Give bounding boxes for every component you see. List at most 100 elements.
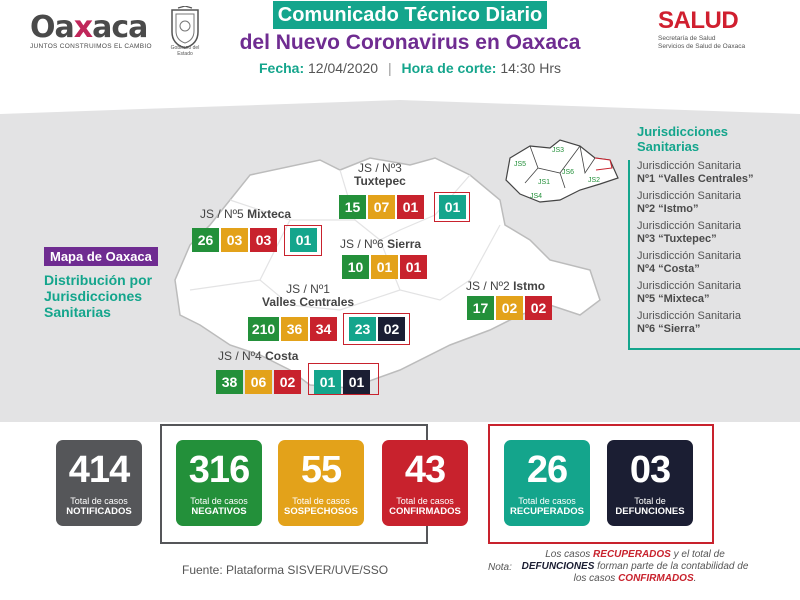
inset-label-js1: JS1	[538, 179, 550, 186]
legend-item-a: Jurisdicción Sanitaria	[637, 250, 741, 262]
stat-line1: Total de casos	[292, 496, 350, 506]
js1-label: JS / Nº1 Valles Centrales	[262, 283, 354, 309]
js3-label-line2: Tuxtepec	[354, 174, 406, 188]
js4-label-line1: JS / Nº4	[218, 349, 262, 363]
legend-item-b: Nº3 “Tuxtepec”	[637, 233, 717, 245]
stat-line1: Total de casos	[518, 496, 576, 506]
js4-label-line2: Costa	[265, 349, 299, 363]
legend-item-b: Nº2 “Istmo”	[637, 203, 699, 215]
js6-label: JS / Nº6 Sierra	[340, 238, 421, 251]
distribucion-line: Distribución por	[44, 272, 153, 288]
stat-value: 26	[526, 449, 568, 491]
js1-recuperados: 23	[349, 317, 376, 341]
distribucion-line: Jurisdicciones	[44, 288, 143, 304]
jurisdictions-legend: Jurisdicciones Sanitarias Jurisdicción S…	[637, 124, 797, 336]
stat-line2: SOSPECHOSOS	[284, 506, 358, 517]
js5-label-line1: JS / Nº5	[200, 207, 244, 221]
js1-confirmados: 34	[310, 317, 337, 341]
js4-label: JS / Nº4 Costa	[218, 350, 298, 363]
mapa-label: Mapa de Oaxaca	[44, 247, 158, 266]
js4-confirmados: 02	[274, 370, 301, 394]
inset-label-js4: JS4	[530, 193, 542, 200]
js1-label-line1: JS / Nº1	[286, 282, 330, 296]
distribucion-label: Distribución por Jurisdicciones Sanitari…	[44, 272, 194, 320]
nota-part: y el total de	[670, 549, 725, 560]
inset-label-js5: JS5	[514, 161, 526, 168]
legend-heading-2: Sanitarias	[637, 139, 700, 154]
logo-word-a: Oa	[30, 10, 75, 45]
js1-defunciones: 02	[378, 317, 405, 341]
js4-highlight	[308, 363, 379, 395]
js3-highlight	[434, 192, 470, 222]
js3-confirmados: 01	[397, 195, 424, 219]
stat-line2: NEGATIVOS	[191, 506, 247, 517]
salud-logo: SALUD Secretaría de Salud Servicios de S…	[658, 7, 745, 51]
stat-sospechosos: 55 Total de casos SOSPECHOSOS	[278, 440, 364, 526]
js5-sospechosos: 03	[221, 228, 248, 252]
date-value: 12/04/2020	[308, 60, 379, 76]
date-separator: |	[387, 60, 392, 76]
stat-line2: NOTIFICADOS	[66, 506, 132, 517]
legend-heading-1: Jurisdicciones	[637, 124, 729, 139]
js6-label-line1: JS / Nº6	[340, 237, 384, 251]
legend-item-a: Jurisdicción Sanitaria	[637, 220, 741, 232]
state-shield-icon	[171, 6, 199, 49]
js5-recuperados: 01	[290, 228, 317, 252]
legend-item-a: Jurisdicción Sanitaria	[637, 280, 741, 292]
oaxaca-logo: Oaxaca JUNTOS CONSTRUIMOS EL CAMBIO	[30, 10, 152, 50]
js1-label-line2: Valles Centrales	[262, 295, 355, 309]
legend-item-a: Jurisdicción Sanitaria	[637, 190, 741, 202]
salud-line-2: Servicios de Salud de Oaxaca	[658, 43, 746, 50]
page-subtitle: del Nuevo Coronavirus en Oaxaca	[239, 31, 581, 54]
cutoff-label: Hora de corte:	[401, 60, 497, 76]
js2-negativos: 17	[467, 296, 494, 320]
stat-line1: Total de casos	[396, 496, 454, 506]
legend-divider-vertical	[628, 160, 630, 350]
salud-word: SALUD	[658, 7, 739, 34]
nota-part: forman parte de la contabilidad de los c…	[573, 561, 749, 584]
stat-line2: DEFUNCIONES	[615, 506, 685, 517]
inset-map: JS5 JS3 JS1 JS6 JS2 JS4	[505, 139, 619, 203]
js6-sospechosos: 01	[371, 255, 398, 279]
js2-confirmados: 02	[525, 296, 552, 320]
legend-divider-horizontal	[628, 348, 800, 350]
js6-label-line2: Sierra	[387, 237, 422, 251]
legend-item: Jurisdicción Sanitaria Nº1 “Valles Centra…	[637, 160, 797, 186]
stat-notificados: 414 Total de casos NOTIFICADOS	[56, 440, 142, 526]
legend-item: Jurisdicción Sanitaria Nº4 “Costa”	[637, 250, 797, 276]
shield-caption: Gobierno del Estado	[170, 45, 200, 57]
salud-line-1: Secretaría de Salud	[658, 35, 716, 42]
stat-recuperados: 26 Total de casos RECUPERADOS	[504, 440, 590, 526]
js4-negativos: 38	[216, 370, 243, 394]
legend-item: Jurisdicción Sanitaria Nº6 “Sierra”	[637, 310, 797, 336]
stat-line2: RECUPERADOS	[510, 506, 584, 517]
js3-negativos: 15	[339, 195, 366, 219]
js6-confirmados: 01	[400, 255, 427, 279]
js2-label-line2: Istmo	[513, 279, 546, 293]
page-title: Comunicado Técnico Diario	[273, 1, 547, 29]
stat-value: 414	[68, 449, 130, 491]
stat-line1: Total de casos	[70, 496, 128, 506]
confirmed-outcomes-frame	[488, 424, 714, 544]
inset-label-js6: JS6	[562, 169, 574, 176]
stat-line2: CONFIRMADOS	[389, 506, 461, 517]
legend-item-b: Nº4 “Costa”	[637, 263, 700, 275]
nota-part: .	[693, 573, 697, 584]
legend-item: Jurisdicción Sanitaria Nº3 “Tuxtepec”	[637, 220, 797, 246]
js2-label-line1: JS / Nº2	[466, 279, 510, 293]
source-note: Fuente: Plataforma SISVER/UVE/SSO	[182, 563, 389, 577]
js4-recuperados: 01	[314, 370, 341, 394]
inset-label-js2: JS2	[588, 177, 600, 184]
nota-recuperados: RECUPERADOS	[593, 549, 671, 560]
date-line: Fecha: 12/04/2020 | Hora de corte: 14:30…	[200, 60, 620, 76]
logo-word-x: x	[73, 10, 93, 45]
js5-label: JS / Nº5 Mixteca	[200, 208, 291, 221]
stat-line1: Total de casos	[190, 496, 248, 506]
js3-recuperados: 01	[439, 195, 466, 219]
logo-word-b: aca	[92, 10, 148, 45]
cutoff-value: 14:30 Hrs	[500, 60, 562, 76]
js5-label-line2: Mixteca	[247, 207, 292, 221]
stat-value: 55	[300, 449, 342, 491]
legend-item-b: Nº6 “Sierra”	[637, 323, 701, 335]
js3-label: JS / Nº3 Tuxtepec	[354, 162, 406, 188]
